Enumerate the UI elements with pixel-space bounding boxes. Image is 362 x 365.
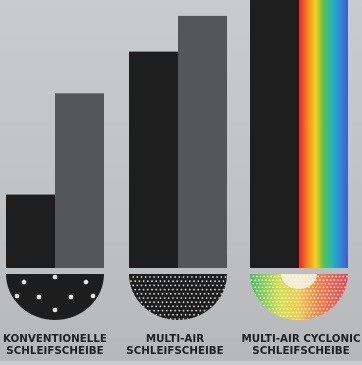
bar-1-1 [6, 194, 55, 268]
bars [6, 0, 348, 269]
bar-2-3 [299, 0, 348, 268]
category-label-2-line-1: MULTI-AIR [146, 333, 204, 345]
category-label-3-line-1: MULTI-AIR CYCLONIC [241, 333, 360, 345]
bar-2-2 [178, 15, 227, 268]
bar-1-2 [129, 51, 178, 269]
sanding-disc-cyclonic-icon [250, 274, 348, 320]
sanding-disc-multi-air-icon [129, 274, 227, 320]
category-label-2-line-2: SCHLEIFSCHEIBE [126, 345, 223, 357]
category-label-1-line-2: SCHLEIFSCHEIBE [6, 345, 103, 357]
discs [6, 274, 348, 320]
category-labels: KONVENTIONELLESCHLEIFSCHEIBEMULTI-AIRSCH… [3, 333, 361, 357]
bar-1-3 [250, 0, 299, 268]
bar-2-1 [55, 93, 104, 268]
sanding-disc-few-holes-icon [6, 274, 104, 320]
category-label-3-line-2: SCHLEIFSCHEIBE [252, 345, 349, 357]
category-label-1-line-1: KONVENTIONELLE [3, 333, 107, 345]
